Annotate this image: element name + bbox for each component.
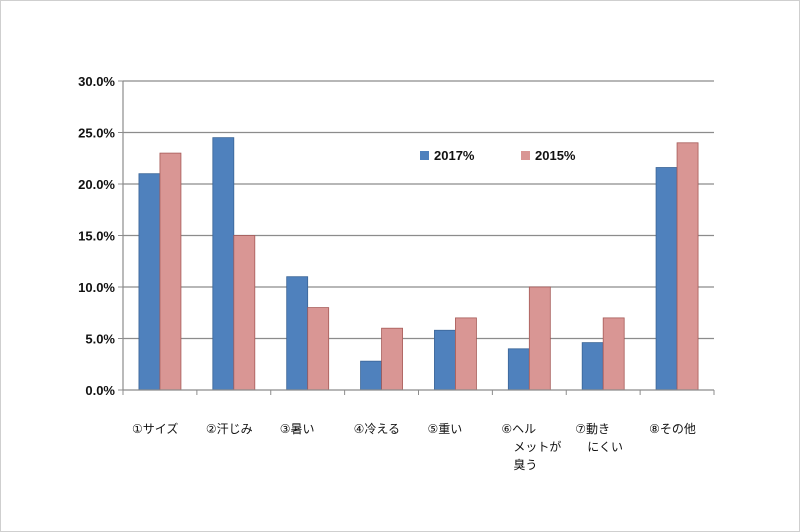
legend: 2017% 2015% <box>420 148 576 163</box>
bar-2017-1 <box>138 173 161 391</box>
x-category-label: ⑧その他 <box>649 422 696 436</box>
y-tick-label: 10.0% <box>78 280 115 295</box>
bar-2017-2 <box>212 137 235 391</box>
bar-2017-4 <box>360 360 382 391</box>
bar-2015-8 <box>676 142 699 391</box>
bar-2015-5 <box>455 317 477 391</box>
bar-2015-2 <box>233 235 256 391</box>
y-tick-label: 25.0% <box>78 126 115 141</box>
y-tick-label: 20.0% <box>78 177 115 192</box>
x-category-label: メットが <box>513 439 561 454</box>
bar-2015-1 <box>159 152 182 391</box>
bar-2017-6 <box>507 348 530 391</box>
x-category-label: ⑥ヘル <box>501 422 536 436</box>
x-category-label: ①サイズ <box>132 421 178 436</box>
legend-swatch <box>420 151 429 160</box>
x-category-label: ③暑い <box>280 422 315 436</box>
bar-2015-4 <box>381 327 403 391</box>
legend-label: 2015% <box>535 148 576 163</box>
x-category-label: にくい <box>587 440 623 454</box>
bar-2017-3 <box>286 276 309 391</box>
y-tick-label: 30.0% <box>78 74 115 89</box>
bar-2017-8 <box>655 167 678 391</box>
legend-label: 2017% <box>434 148 475 163</box>
x-category-label: ④冷える <box>354 422 400 436</box>
axes <box>118 80 715 395</box>
bar-2017-5 <box>434 329 456 391</box>
y-tick-label: 15.0% <box>78 229 115 244</box>
legend-swatch <box>521 151 530 160</box>
x-category-label: ⑦動き <box>575 422 610 436</box>
y-tick-label: 0.0% <box>85 383 115 398</box>
x-category-label: ②汗じみ <box>206 422 253 436</box>
y-tick-label: 5.0% <box>85 332 115 347</box>
bars <box>138 137 699 391</box>
bar-2015-7 <box>602 317 625 391</box>
x-category-label: 臭う <box>513 457 537 472</box>
x-category-label: ⑤重い <box>427 422 462 436</box>
gridlines <box>123 80 714 340</box>
bar-2015-6 <box>528 286 551 391</box>
y-axis-tick-labels: 0.0% 5.0% 10.0% 15.0% 20.0% 25.0% 30.0% <box>78 74 115 398</box>
bar-2015-3 <box>307 307 330 391</box>
bar-2017-7 <box>581 342 604 391</box>
